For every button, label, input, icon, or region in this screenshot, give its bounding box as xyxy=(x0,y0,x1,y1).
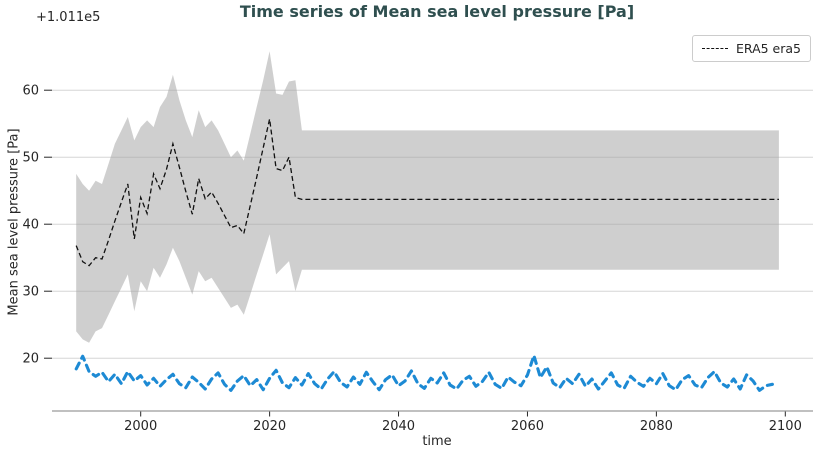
y-tick-label: 50 xyxy=(22,151,39,166)
x-axis-label: time xyxy=(422,434,452,449)
y-tick-label: 40 xyxy=(22,218,39,233)
y-tick-label: 60 xyxy=(22,84,39,99)
x-tick-label: 2000 xyxy=(124,419,157,434)
x-tick-label: 2080 xyxy=(640,419,673,434)
y-tick-label: 20 xyxy=(22,352,39,367)
legend-label: ERA5 era5 xyxy=(736,41,801,56)
x-tick-label: 2060 xyxy=(511,419,544,434)
legend: ERA5 era5 xyxy=(692,35,811,62)
legend-dashed-line-icon xyxy=(702,48,728,49)
y-ticks: 20 30 40 50 60 xyxy=(22,84,52,367)
x-tick-label: 2020 xyxy=(253,419,286,434)
blue-scenario-line xyxy=(74,353,774,392)
x-tick-label: 2100 xyxy=(769,419,802,434)
y-axis-offset-label: +1.011e5 xyxy=(36,10,101,25)
uncertainty-band xyxy=(76,51,779,343)
x-ticks: 2000 2020 2040 2060 2080 2100 xyxy=(124,411,802,434)
y-tick-label: 30 xyxy=(22,285,39,300)
page-title: Time series of Mean sea level pressure [… xyxy=(239,2,635,21)
x-tick-label: 2040 xyxy=(382,419,415,434)
mean-line xyxy=(75,118,779,267)
